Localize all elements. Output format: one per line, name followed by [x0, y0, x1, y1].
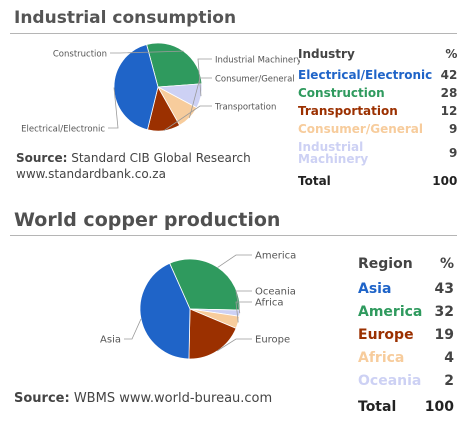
legend-row-oceania: Oceania 2	[358, 369, 454, 392]
industrial-pie-chart: Electrical/Electronic Construction Transpo…	[21, 42, 300, 135]
legend-row-construction: Construction 28	[298, 84, 457, 102]
legend-header-pct: %	[439, 256, 454, 272]
legend-label-africa: Africa	[358, 349, 405, 366]
leader-line-construction	[110, 50, 184, 54]
copper-legend-table: Region % Asia 43 America 32 Europe 19 Africa 4 O…	[358, 251, 454, 422]
legend-header: Region %	[358, 251, 454, 277]
leader-line-asia	[124, 318, 142, 340]
legend-total-value: 100	[432, 174, 458, 188]
legend-label-construction: Construction	[298, 86, 385, 100]
industrial-consumption-title: Industrial consumption	[14, 8, 237, 28]
legend-total-label: Total	[298, 174, 331, 188]
legend-total-row: Total 100	[298, 168, 457, 194]
legend-label-consumer-general: Consumer/General	[298, 122, 424, 136]
legend-header-pct: %	[445, 47, 458, 61]
leader-line-africa	[235, 301, 252, 323]
legend-value-consumer-general: 9	[448, 122, 458, 136]
pie-slice-electrical-electronic	[113, 44, 159, 131]
legend-row-industrial-machinery: Industrial Machinery 9	[298, 138, 457, 168]
source-url: www.standardbank.co.za	[16, 167, 166, 181]
leader-line-oceania	[235, 290, 252, 314]
slice-label-electrical-electronic: Electrical/Electronic	[21, 125, 105, 135]
leader-line-europe	[216, 338, 252, 352]
legend-total-row: Total 100	[358, 392, 454, 422]
legend-row-africa: Africa 4	[358, 346, 454, 369]
legend-total-value: 100	[424, 399, 454, 415]
legend-value-america: 32	[434, 303, 454, 320]
legend-value-asia: 43	[434, 280, 454, 297]
slice-label-america: America	[255, 251, 296, 262]
source-text: WBMS www.world-bureau.com	[73, 391, 273, 406]
legend-value-oceania: 2	[444, 372, 454, 389]
world-copper-section: World copper production Asia America Europ…	[0, 205, 465, 444]
source-label: Source:	[16, 151, 68, 165]
legend-header: Industry %	[298, 42, 457, 66]
slice-label-oceania: Oceania	[255, 287, 296, 298]
title-divider	[10, 33, 457, 34]
slice-label-transportation: Transportation	[214, 103, 276, 113]
slice-label-asia: Asia	[100, 335, 121, 346]
slice-label-industrial-machinery: Industrial Machinery	[215, 56, 300, 66]
legend-total-label: Total	[358, 399, 397, 415]
leader-line-electrical-electronic	[108, 87, 119, 129]
industrial-consumption-section: Industrial consumption Electrical/Electr…	[0, 0, 465, 205]
legend-value-europe: 19	[434, 326, 454, 343]
legend-header-name: Region	[358, 256, 413, 272]
legend-header-name: Industry	[298, 47, 355, 61]
legend-row-america: America 32	[358, 300, 454, 323]
industrial-legend-table: Industry % Electrical/Electronic 42 Constr…	[298, 42, 457, 194]
legend-label-transportation: Transportation	[298, 104, 398, 118]
leader-line-transportation	[163, 105, 212, 131]
world-copper-title: World copper production	[14, 209, 281, 231]
slice-label-consumer-general: Consumer/General	[215, 75, 295, 85]
slice-label-africa: Africa	[255, 298, 284, 309]
slice-label-construction: Construction	[53, 50, 107, 60]
legend-row-transportation: Transportation 12	[298, 102, 457, 120]
legend-label-oceania: Oceania	[358, 372, 422, 389]
legend-label-europe: Europe	[358, 326, 414, 343]
legend-label-america: America	[358, 303, 423, 320]
legend-row-asia: Asia 43	[358, 277, 454, 300]
legend-label-asia: Asia	[358, 280, 392, 297]
industrial-source: Source: Standard CIB Global Research www…	[16, 150, 251, 182]
legend-value-construction: 28	[440, 86, 458, 100]
legend-label-industrial-machinery: Industrial Machinery	[298, 140, 369, 166]
legend-value-electrical-electronic: 42	[440, 68, 458, 82]
slice-label-europe: Europe	[255, 335, 290, 346]
legend-value-africa: 4	[444, 349, 454, 366]
source-label: Source:	[14, 391, 70, 406]
pie-slice-asia	[139, 262, 191, 360]
title-divider	[10, 235, 457, 236]
copper-source: Source: WBMS www.world-bureau.com	[14, 391, 272, 407]
legend-row-electrical-electronic: Electrical/Electronic 42	[298, 66, 457, 84]
legend-row-europe: Europe 19	[358, 323, 454, 346]
legend-value-transportation: 12	[440, 104, 458, 118]
legend-label-electrical-electronic: Electrical/Electronic	[298, 68, 433, 82]
leader-line-industrial-machinery	[197, 58, 212, 97]
legend-row-consumer-general: Consumer/General 9	[298, 120, 457, 138]
source-text: Standard CIB Global Research	[71, 151, 251, 165]
leader-line-america	[217, 254, 252, 268]
leader-line-consumer-general	[189, 77, 212, 118]
legend-value-industrial-machinery: 9	[448, 146, 458, 160]
